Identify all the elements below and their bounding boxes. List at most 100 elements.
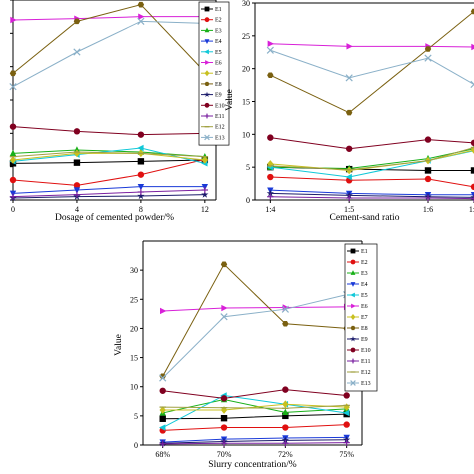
- series-line-E10: [12, 126, 205, 136]
- series-E2: [159, 421, 350, 434]
- legend-item: E13: [201, 134, 225, 141]
- data-point-E2: [9, 176, 17, 184]
- legend-item: E4: [201, 39, 222, 45]
- data-point-E10: [343, 392, 350, 399]
- y-tick-label: 20: [130, 324, 138, 333]
- series-line-E10: [270, 137, 474, 150]
- y-tick-label: 0: [134, 441, 138, 450]
- y-tick-label: 15: [242, 98, 250, 107]
- series-E12: [267, 146, 474, 171]
- series-line-E11: [162, 442, 347, 445]
- data-point-E13: [220, 313, 228, 321]
- data-point-E3: [282, 408, 289, 416]
- legend-item: E6: [201, 60, 222, 67]
- legend-marker: [204, 17, 210, 23]
- series-line-E8: [12, 4, 206, 74]
- data-point-E1: [470, 167, 474, 174]
- series-E12: [9, 151, 209, 158]
- data-point-E13: [470, 80, 474, 89]
- legend-item: E3: [347, 270, 368, 277]
- legend-marker: [350, 336, 356, 342]
- legend-item: E1: [347, 248, 368, 255]
- data-point-E8: [159, 373, 166, 379]
- series-line-E2: [270, 176, 474, 188]
- data-point-E6: [471, 43, 474, 51]
- y-tick-label: 30: [130, 266, 138, 275]
- legend-item: E5: [347, 292, 368, 299]
- data-point-E13: [73, 48, 81, 56]
- y-tick-label: 0: [246, 196, 250, 205]
- series-line-E13: [162, 294, 347, 379]
- series-line-E4: [162, 436, 347, 443]
- series-line-E13: [12, 20, 205, 88]
- series-line-E13: [270, 49, 474, 85]
- series-line-E11: [270, 196, 474, 200]
- series-line-E4: [12, 186, 205, 194]
- legend-item: E3: [201, 27, 222, 34]
- legend-label: E2: [215, 18, 222, 24]
- y-tick-label: 5: [246, 163, 250, 172]
- series-E8: [159, 261, 350, 379]
- series-line-E5: [162, 394, 347, 428]
- data-point-E10: [267, 134, 274, 141]
- series-line-E2: [162, 424, 347, 431]
- data-point-E7: [282, 400, 289, 408]
- legend-marker: [204, 6, 210, 12]
- legend-label: E5: [215, 50, 222, 56]
- series-line-E9: [12, 194, 205, 199]
- legend-item: E9: [347, 336, 368, 343]
- legend-label: E8: [361, 326, 368, 332]
- legend-marker: [205, 60, 210, 65]
- series-line-E4: [270, 189, 474, 196]
- data-point-E13: [159, 374, 167, 382]
- data-point-E6: [267, 40, 275, 47]
- legend-item: E1: [201, 6, 222, 13]
- legend: E1 E2 E3 E4 E5 E6 E7 E8 E9 E10 E11 E12 E13: [198, 1, 230, 146]
- legend-item: E9: [201, 91, 222, 99]
- y-axis-label: Value: [114, 334, 124, 356]
- legend-marker: [350, 347, 356, 353]
- x-tick-label: 4: [75, 205, 79, 214]
- data-point-E11: [9, 193, 17, 200]
- series-line-E7: [12, 152, 205, 161]
- data-point-E2: [267, 173, 274, 181]
- legend-label: E9: [361, 337, 368, 343]
- series-E10: [159, 386, 350, 402]
- data-point-E10: [9, 123, 17, 130]
- legend-label: E2: [361, 260, 368, 266]
- series-E5: [159, 392, 350, 431]
- data-point-E10: [137, 131, 145, 138]
- data-point-E9: [266, 189, 274, 197]
- data-point-E10: [159, 387, 166, 394]
- legend-label: E3: [361, 271, 368, 277]
- legend-marker: [350, 270, 356, 275]
- series-E2: [267, 173, 474, 191]
- legend-label: E12: [361, 370, 371, 376]
- data-point-E8: [470, 8, 474, 15]
- data-point-E6: [138, 13, 145, 20]
- legend-item: E10: [347, 347, 371, 354]
- data-point-E9: [281, 436, 289, 444]
- data-point-E2: [343, 421, 350, 428]
- data-point-E13: [9, 83, 17, 91]
- data-point-E11: [159, 440, 166, 448]
- series-line-E9: [270, 192, 474, 198]
- data-point-E10: [73, 128, 81, 135]
- legend-marker: [204, 39, 210, 44]
- legend-label: E3: [215, 28, 222, 34]
- legend-marker: [204, 70, 210, 77]
- legend-marker: [204, 134, 210, 141]
- legend-marker: [350, 380, 356, 386]
- series-E6: [267, 40, 474, 51]
- legend-label: E7: [361, 315, 368, 321]
- series-E11: [267, 193, 474, 202]
- series-line-E6: [12, 16, 205, 21]
- data-point-E7: [9, 156, 17, 164]
- legend-marker: [351, 303, 356, 309]
- y-tick-label: 20: [242, 65, 250, 74]
- legend-item: E12: [347, 370, 371, 376]
- data-point-E10: [345, 145, 353, 152]
- y-tick-label: 25: [130, 295, 138, 304]
- series-E11: [9, 186, 209, 200]
- data-point-E10: [424, 136, 432, 143]
